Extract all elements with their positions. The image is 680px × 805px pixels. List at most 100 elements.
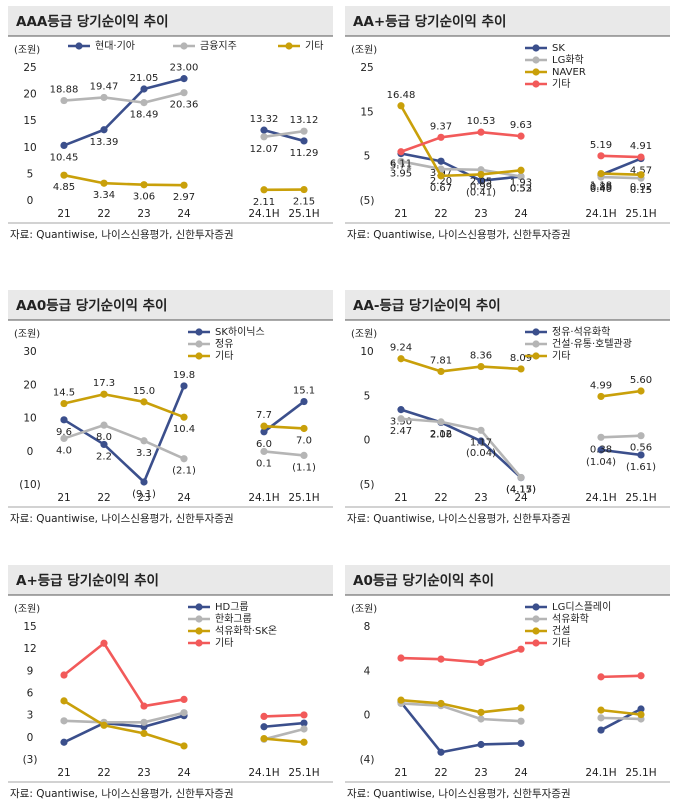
data-point xyxy=(180,455,188,463)
title-bar xyxy=(345,6,670,36)
y-tick-label: 4 xyxy=(364,665,371,677)
data-label: 15.0 xyxy=(133,386,155,397)
x-tick-label: 24.1H xyxy=(248,767,279,779)
data-label: 0.15 xyxy=(630,185,652,196)
series-line xyxy=(400,408,522,479)
series-line xyxy=(263,450,305,457)
data-point xyxy=(260,712,268,721)
y-tick-label: 0 xyxy=(27,446,34,458)
data-label: 4.91 xyxy=(630,141,652,152)
legend-label: 건설·유통·호텔관광 xyxy=(552,338,632,350)
data-label: 6.0 xyxy=(256,439,272,450)
legend-marker xyxy=(532,340,540,348)
legend-marker xyxy=(180,42,188,50)
data-label: 8.09 xyxy=(510,353,532,364)
series-line xyxy=(600,175,642,180)
y-tick-label: 25 xyxy=(360,62,373,74)
unit-label: (조원) xyxy=(14,603,40,615)
x-tick-label: 21 xyxy=(394,208,407,220)
data-label: 2.12 xyxy=(430,429,452,440)
y-tick-label: 0 xyxy=(27,195,34,207)
source-note: 자료: Quantiwise, 나이스신용평가, 신한투자증권 xyxy=(10,513,234,525)
legend-marker xyxy=(532,627,540,635)
legend-marker xyxy=(195,639,203,647)
legend-label: NAVER xyxy=(552,67,586,78)
data-point xyxy=(100,390,108,398)
data-point xyxy=(300,185,308,194)
data-label: 10.45 xyxy=(50,152,79,163)
data-point xyxy=(637,672,645,680)
data-point xyxy=(180,709,188,717)
data-point xyxy=(597,706,605,714)
legend-marker xyxy=(195,603,203,611)
legend-label: HD그룹 xyxy=(215,601,249,613)
chart-panel: AA-등급 당기순이익 추이 (조원) (5) 0 5 10 21 22 23 24 24.1H 25… xyxy=(345,290,670,525)
series-line xyxy=(400,417,522,479)
y-tick-label: 6 xyxy=(27,688,34,700)
data-label: (0.41) xyxy=(466,188,496,199)
series-line xyxy=(400,698,522,714)
series-line xyxy=(63,423,185,460)
data-point xyxy=(437,418,445,426)
title-bar xyxy=(345,565,670,595)
x-tick-label: 25.1H xyxy=(288,208,319,220)
data-point xyxy=(517,717,525,725)
y-tick-label: 8 xyxy=(364,621,371,633)
data-label: 5.19 xyxy=(590,140,612,151)
data-point xyxy=(397,696,405,704)
data-point xyxy=(477,437,485,445)
y-tick-label: 25 xyxy=(23,62,36,74)
chart-panel: AA+등급 당기순이익 추이 (조원) (5) 5 15 25 21 22 23 24 24.1H 2… xyxy=(345,6,670,241)
data-point xyxy=(140,718,148,726)
data-point xyxy=(477,177,485,185)
y-tick-label: 20 xyxy=(23,89,36,101)
x-tick-label: 24 xyxy=(514,492,528,504)
data-point xyxy=(637,153,645,161)
data-label: 1.93 xyxy=(510,177,532,188)
data-label: 4.85 xyxy=(53,182,75,193)
series-line xyxy=(263,128,305,143)
data-point xyxy=(180,89,188,97)
data-point xyxy=(300,725,308,733)
x-tick-label: 21 xyxy=(394,492,407,504)
data-label: 1.17 xyxy=(470,437,492,448)
data-point xyxy=(60,671,68,679)
title-bar xyxy=(8,565,333,595)
series-line xyxy=(263,727,305,741)
data-label: 3.06 xyxy=(133,192,155,203)
x-tick-label: 24.1H xyxy=(248,208,279,220)
data-point xyxy=(517,365,525,373)
data-point xyxy=(60,141,68,150)
legend-marker xyxy=(532,80,540,88)
x-tick-label: 22 xyxy=(97,767,110,779)
data-point xyxy=(60,717,68,725)
y-tick-label: 0 xyxy=(364,710,371,722)
data-point xyxy=(180,695,188,704)
series-line xyxy=(600,154,642,159)
data-label: 13.12 xyxy=(290,115,319,126)
y-tick-label: 9 xyxy=(27,665,34,677)
data-label: 0.52 xyxy=(510,184,532,195)
data-label: 10.53 xyxy=(467,116,496,127)
x-tick-label: 25.1H xyxy=(288,492,319,504)
legend-label: 기타 xyxy=(552,350,570,362)
y-tick-label: (4) xyxy=(360,754,375,766)
chart-title: AA+등급 당기순이익 추이 xyxy=(353,13,506,30)
legend-label: 석유화학·SK온 xyxy=(215,625,277,637)
unit-label: (조원) xyxy=(14,328,40,340)
legend-label: 석유화학 xyxy=(552,613,589,625)
data-label: 12.07 xyxy=(250,144,279,155)
series-line xyxy=(263,737,305,744)
data-label: 1.18 xyxy=(590,181,612,192)
chart-title: AA-등급 당기순이익 추이 xyxy=(353,297,501,314)
legend-label: 정유 xyxy=(215,338,233,350)
data-point xyxy=(397,102,405,110)
chart-panel: A+등급 당기순이익 추이 (조원) (3) 0 3 6 9 12 15 21 22 23 24 24.1… xyxy=(8,565,333,800)
data-point xyxy=(517,739,525,747)
series-line xyxy=(400,130,522,153)
series-line xyxy=(263,713,305,718)
series-line xyxy=(263,721,305,729)
series-line xyxy=(600,448,642,457)
y-tick-label: 10 xyxy=(360,346,373,358)
